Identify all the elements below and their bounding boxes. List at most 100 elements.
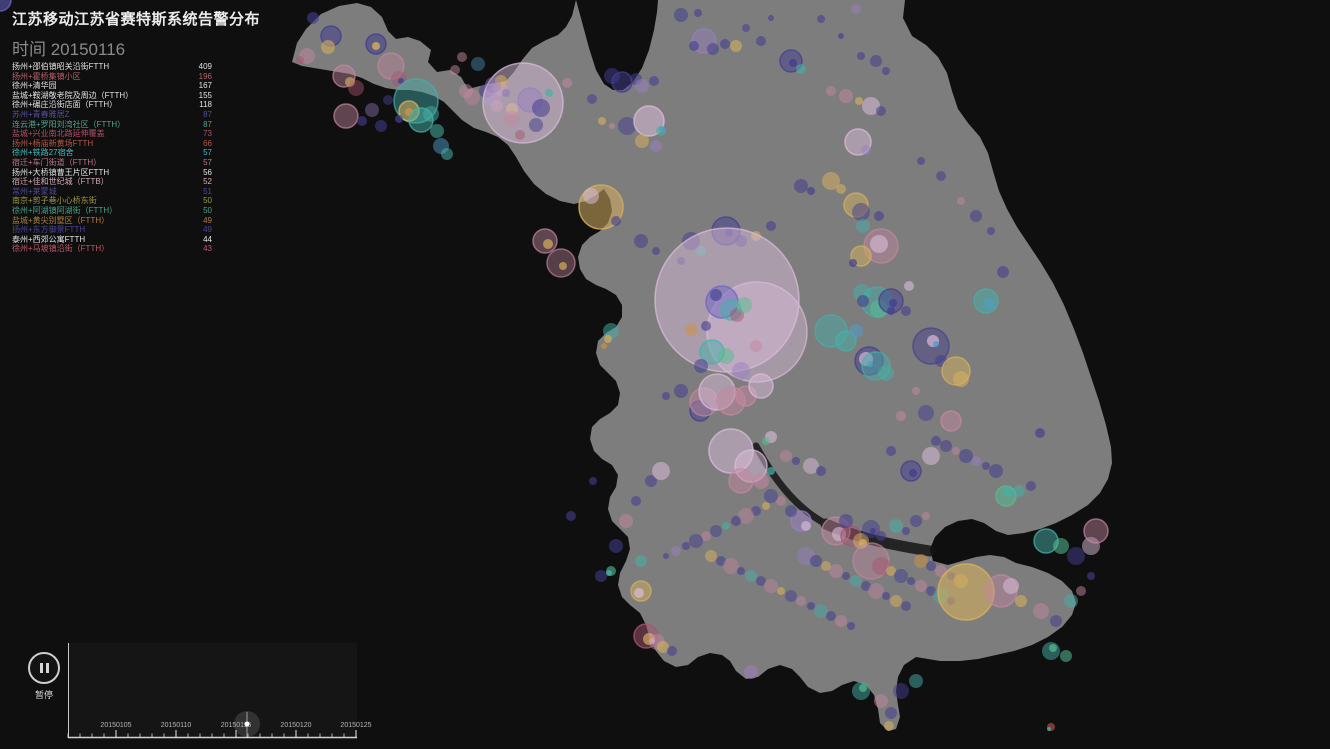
alarm-bubble[interactable] [1064, 594, 1078, 608]
alarm-bubble[interactable] [817, 15, 825, 23]
alarm-bubble[interactable] [970, 210, 982, 222]
alarm-bubble[interactable] [870, 235, 888, 253]
alarm-bubble[interactable] [814, 604, 828, 618]
alarm-bubble[interactable] [471, 57, 485, 71]
alarm-bubble[interactable] [1076, 586, 1086, 596]
alarm-bubble[interactable] [701, 321, 711, 331]
alarm-bubble[interactable] [870, 55, 882, 67]
alarm-bubble[interactable] [634, 234, 648, 248]
alarm-bubble[interactable] [857, 295, 869, 307]
alarm-bubble[interactable] [912, 387, 920, 395]
alarm-bubble[interactable] [876, 106, 886, 116]
alarm-bubble[interactable] [756, 576, 766, 586]
alarm-bubble[interactable] [953, 371, 969, 387]
alarm-bubble[interactable] [850, 575, 862, 587]
alarm-bubble[interactable] [777, 587, 785, 595]
alarm-bubble[interactable] [633, 105, 665, 137]
alarm-bubble[interactable] [737, 567, 745, 575]
alarm-bubble[interactable] [357, 116, 367, 126]
alarm-bubble[interactable] [587, 94, 597, 104]
alarm-bubble[interactable] [1049, 644, 1057, 652]
alarm-bubble[interactable] [748, 373, 774, 399]
alarm-bubble[interactable] [606, 570, 612, 576]
alarm-bubble[interactable] [785, 505, 797, 517]
alarm-bubble[interactable] [762, 437, 770, 445]
alarm-bubble[interactable] [826, 86, 836, 96]
alarm-bubble[interactable] [738, 508, 754, 524]
alarm-bubble[interactable] [750, 340, 762, 352]
alarm-bubble[interactable] [914, 554, 928, 568]
alarm-bubble[interactable] [662, 392, 670, 400]
alarm-bubble[interactable] [1003, 578, 1019, 594]
alarm-bubble[interactable] [780, 450, 792, 462]
alarm-bubble[interactable] [689, 41, 699, 51]
alarm-bubble[interactable] [634, 588, 644, 598]
alarm-bubble[interactable] [674, 8, 688, 22]
alarm-bubble[interactable] [543, 239, 553, 249]
alarm-bubble[interactable] [515, 130, 525, 140]
alarm-bubble[interactable] [876, 531, 886, 541]
alarm-bubble[interactable] [776, 496, 786, 506]
alarm-bubble[interactable] [886, 446, 896, 456]
alarm-bubble[interactable] [1083, 518, 1109, 544]
alarm-bubble[interactable] [1082, 537, 1100, 555]
alarm-bubble[interactable] [926, 586, 936, 596]
alarm-bubble[interactable] [852, 203, 870, 221]
alarm-bubble[interactable] [459, 84, 473, 98]
alarm-bubble[interactable] [796, 596, 806, 606]
alarm-bubble[interactable] [882, 67, 890, 75]
alarm-bubble[interactable] [718, 348, 734, 364]
alarm-bubble[interactable] [720, 39, 730, 49]
alarm-bubble[interactable] [485, 77, 501, 93]
alarm-bubble[interactable] [603, 323, 619, 339]
alarm-bubble[interactable] [722, 522, 730, 530]
alarm-bubble[interactable] [764, 489, 778, 503]
alarm-bubble[interactable] [1033, 603, 1049, 619]
alarm-bubble[interactable] [682, 542, 690, 550]
alarm-bubble[interactable] [604, 335, 612, 343]
alarm-bubble[interactable] [685, 324, 697, 336]
alarm-bubble[interactable] [667, 646, 677, 656]
alarm-bubble[interactable] [504, 111, 520, 127]
alarm-bubble[interactable] [859, 684, 867, 692]
alarm-bubble[interactable] [430, 124, 444, 138]
alarm-bubble[interactable] [650, 140, 662, 152]
alarm-bubble[interactable] [753, 473, 769, 489]
alarm-bubble[interactable] [1050, 615, 1062, 627]
alarm-bubble[interactable] [807, 602, 815, 610]
alarm-bubble[interactable] [902, 527, 910, 535]
alarm-bubble[interactable] [657, 641, 669, 653]
alarm-bubble[interactable] [987, 227, 995, 235]
alarm-bubble[interactable] [889, 299, 897, 307]
alarm-bubble[interactable] [1053, 538, 1069, 554]
alarm-bubble[interactable] [398, 78, 404, 84]
alarm-bubble[interactable] [742, 24, 750, 32]
alarm-bubble[interactable] [835, 330, 857, 352]
alarm-bubble[interactable] [694, 359, 708, 373]
alarm-bubble[interactable] [1060, 650, 1072, 662]
alarm-bubble[interactable] [705, 550, 717, 562]
alarm-bubble[interactable] [1087, 572, 1095, 580]
alarm-bubble[interactable] [710, 289, 722, 301]
alarm-bubble[interactable] [901, 601, 911, 611]
alarm-bubble[interactable] [807, 187, 815, 195]
alarm-bubble[interactable] [745, 570, 757, 582]
alarm-bubble[interactable] [383, 95, 393, 105]
alarm-bubble[interactable] [922, 447, 940, 465]
alarm-bubble[interactable] [839, 89, 853, 103]
alarm-bubble[interactable] [940, 440, 952, 452]
alarm-bubble[interactable] [694, 9, 702, 17]
alarm-bubble[interactable] [894, 569, 908, 583]
alarm-bubble[interactable] [365, 103, 379, 117]
alarm-bubble[interactable] [631, 496, 641, 506]
alarm-bubble[interactable] [744, 665, 758, 679]
alarm-bubble[interactable] [872, 557, 890, 575]
alarm-bubble[interactable] [882, 592, 890, 600]
alarm-bubble[interactable] [731, 516, 741, 526]
alarm-bubble[interactable] [997, 266, 1009, 278]
alarm-bubble[interactable] [689, 534, 703, 548]
alarm-bubble[interactable] [321, 40, 335, 54]
alarm-bubble[interactable] [736, 297, 752, 313]
alarm-bubble[interactable] [803, 458, 819, 474]
alarm-bubble[interactable] [796, 64, 806, 74]
